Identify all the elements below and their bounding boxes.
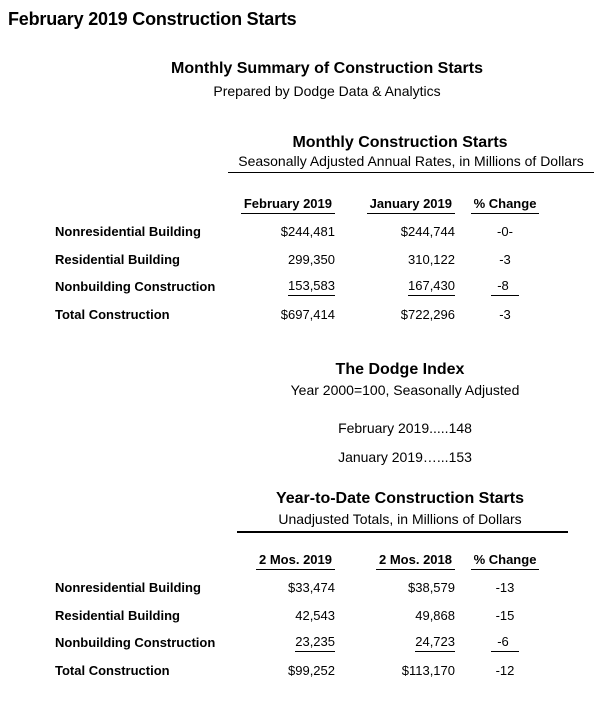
- monthly-section-subtitle: Seasonally Adjusted Annual Rates, in Mil…: [228, 153, 594, 173]
- dodge-index-january-value: January 2019…...153: [338, 449, 472, 465]
- dodge-index-february-value: February 2019.....148: [338, 420, 472, 436]
- column-header-2mos-2018: 2 Mos. 2018: [376, 552, 455, 570]
- table-row-total: Total Construction $697,414 $722,296 -3: [0, 301, 600, 329]
- row-label: Total Construction: [55, 306, 170, 322]
- cell-value: $38,579: [408, 580, 455, 596]
- dodge-index-subtitle: Year 2000=100, Seasonally Adjusted: [290, 382, 520, 398]
- cell-value: $697,414: [280, 306, 335, 322]
- cell-value: 299,350: [288, 251, 335, 267]
- row-label: Nonresidential Building: [55, 224, 201, 240]
- ytd-table-header-row: 2 Mos. 2019 2 Mos. 2018 % Change: [0, 546, 600, 570]
- column-header-february-2019: February 2019: [240, 196, 335, 214]
- column-header-january-2019: January 2019: [366, 196, 455, 214]
- summary-subheading: Prepared by Dodge Data & Analytics: [213, 83, 441, 99]
- dodge-index-title: The Dodge Index: [335, 361, 465, 378]
- cell-value: 310,122: [408, 251, 455, 267]
- monthly-table: February 2019 January 2019 % Change Nonr…: [0, 190, 600, 328]
- table-row-nonbuilding: Nonbuilding Construction 23,235 24,723 -…: [0, 629, 600, 657]
- cell-value: $244,744: [400, 224, 455, 240]
- ytd-section-title: Year-to-Date Construction Starts: [275, 490, 525, 507]
- cell-value-underlined: 24,723: [415, 634, 455, 652]
- cell-value: -12: [495, 662, 515, 678]
- summary-heading: Monthly Summary of Construction Starts: [170, 60, 484, 77]
- table-row-nonresidential: Nonresidential Building $244,481 $244,74…: [0, 218, 600, 246]
- cell-value: $99,252: [288, 662, 335, 678]
- cell-value-underlined: 153,583: [288, 278, 335, 296]
- cell-value: -15: [495, 607, 515, 623]
- cell-value: $113,170: [401, 662, 455, 678]
- cell-value: $33,474: [288, 580, 335, 596]
- monthly-section-title: Monthly Construction Starts: [292, 134, 508, 151]
- column-header-percent-change: % Change: [470, 196, 540, 214]
- row-label: Residential Building: [55, 607, 180, 623]
- ytd-section-subtitle: Unadjusted Totals, in Millions of Dollar…: [278, 511, 522, 527]
- row-label: Nonbuilding Construction: [55, 279, 216, 295]
- cell-value-underlined: -6: [491, 634, 519, 652]
- cell-value-underlined: 23,235: [295, 634, 335, 652]
- table-row-nonbuilding: Nonbuilding Construction 153,583 167,430…: [0, 273, 600, 301]
- row-label: Nonresidential Building: [55, 580, 201, 596]
- cell-value-underlined: -8: [491, 278, 519, 296]
- cell-value: -3: [499, 251, 511, 267]
- summary-header: Monthly Summary of Construction Starts P…: [27, 60, 600, 99]
- column-header-2mos-2019: 2 Mos. 2019: [256, 552, 335, 570]
- cell-value: 42,543: [295, 607, 335, 623]
- table-row-nonresidential: Nonresidential Building $33,474 $38,579 …: [0, 574, 600, 602]
- row-label: Residential Building: [55, 251, 180, 267]
- ytd-table: 2 Mos. 2019 2 Mos. 2018 % Change Nonresi…: [0, 546, 600, 684]
- page-title: February 2019 Construction Starts: [8, 9, 297, 29]
- dodge-index-block: Year 2000=100, Seasonally Adjusted Febru…: [105, 382, 600, 465]
- cell-value-underlined: 167,430: [408, 278, 455, 296]
- table-row-residential: Residential Building 42,543 49,868 -15: [0, 602, 600, 630]
- monthly-table-header-row: February 2019 January 2019 % Change: [0, 190, 600, 214]
- row-label: Nonbuilding Construction: [55, 635, 216, 651]
- cell-value: 49,868: [415, 607, 455, 623]
- cell-value: -13: [495, 580, 515, 596]
- cell-value: -0-: [497, 224, 513, 240]
- table-row-total: Total Construction $99,252 $113,170 -12: [0, 657, 600, 685]
- cell-value: $244,481: [280, 224, 335, 240]
- cell-value: $722,296: [400, 306, 455, 322]
- row-label: Total Construction: [55, 662, 170, 678]
- column-header-percent-change: % Change: [470, 552, 540, 570]
- cell-value: -3: [499, 306, 511, 322]
- table-row-residential: Residential Building 299,350 310,122 -3: [0, 246, 600, 274]
- ytd-divider-rule: [237, 531, 568, 533]
